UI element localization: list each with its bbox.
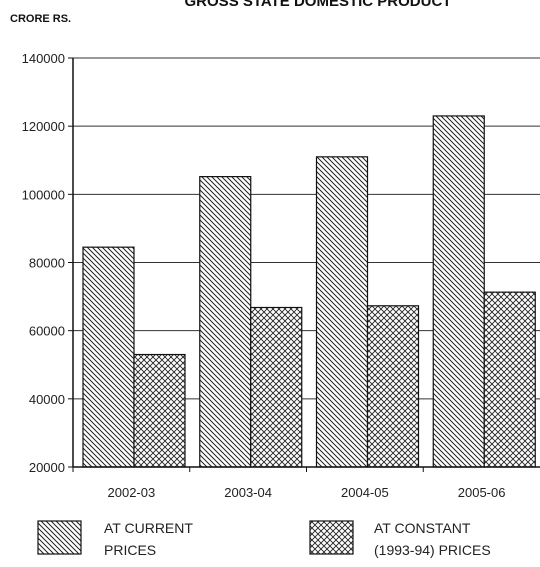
bar-constant-prices-2003-04 [250, 306, 303, 468]
x-tick-label: 2002-03 [108, 485, 156, 500]
bar-current-prices-2005-06 [432, 115, 485, 468]
y-tick-label: 40000 [29, 392, 65, 407]
y-tick-label: 60000 [29, 324, 65, 339]
y-tick-label: 100000 [22, 187, 65, 202]
legend-label-current-prices: AT CURRENT [104, 520, 193, 536]
bar-constant-prices-2005-06 [483, 291, 536, 468]
y-tick-label: 20000 [29, 460, 65, 475]
bar-current-prices-2004-05 [315, 156, 369, 468]
chart-title: GROSS STATE DOMESTIC PRODUCT [185, 0, 452, 10]
x-tick-label: 2004-05 [341, 485, 389, 500]
legend-swatch-current-prices [37, 520, 82, 555]
y-tick-label: 120000 [22, 119, 65, 134]
bar-constant-prices-2002-03 [133, 353, 186, 468]
bar-current-prices-2002-03 [82, 246, 135, 468]
y-unit-label: CRORE RS. [10, 13, 71, 25]
bar-constant-prices-2004-05 [366, 305, 420, 468]
bar-current-prices-2003-04 [199, 176, 252, 468]
x-tick-label: 2005-06 [458, 485, 506, 500]
y-tick-label: 140000 [22, 51, 65, 66]
legend-swatch-constant-prices [309, 520, 354, 555]
legend-label-current-prices: PRICES [104, 542, 156, 558]
x-tick-label: 2003-04 [224, 485, 272, 500]
y-tick-label: 80000 [29, 256, 65, 271]
legend-label-constant-prices: (1993-94) PRICES [374, 542, 491, 558]
legend-label-constant-prices: AT CONSTANT [374, 520, 471, 536]
